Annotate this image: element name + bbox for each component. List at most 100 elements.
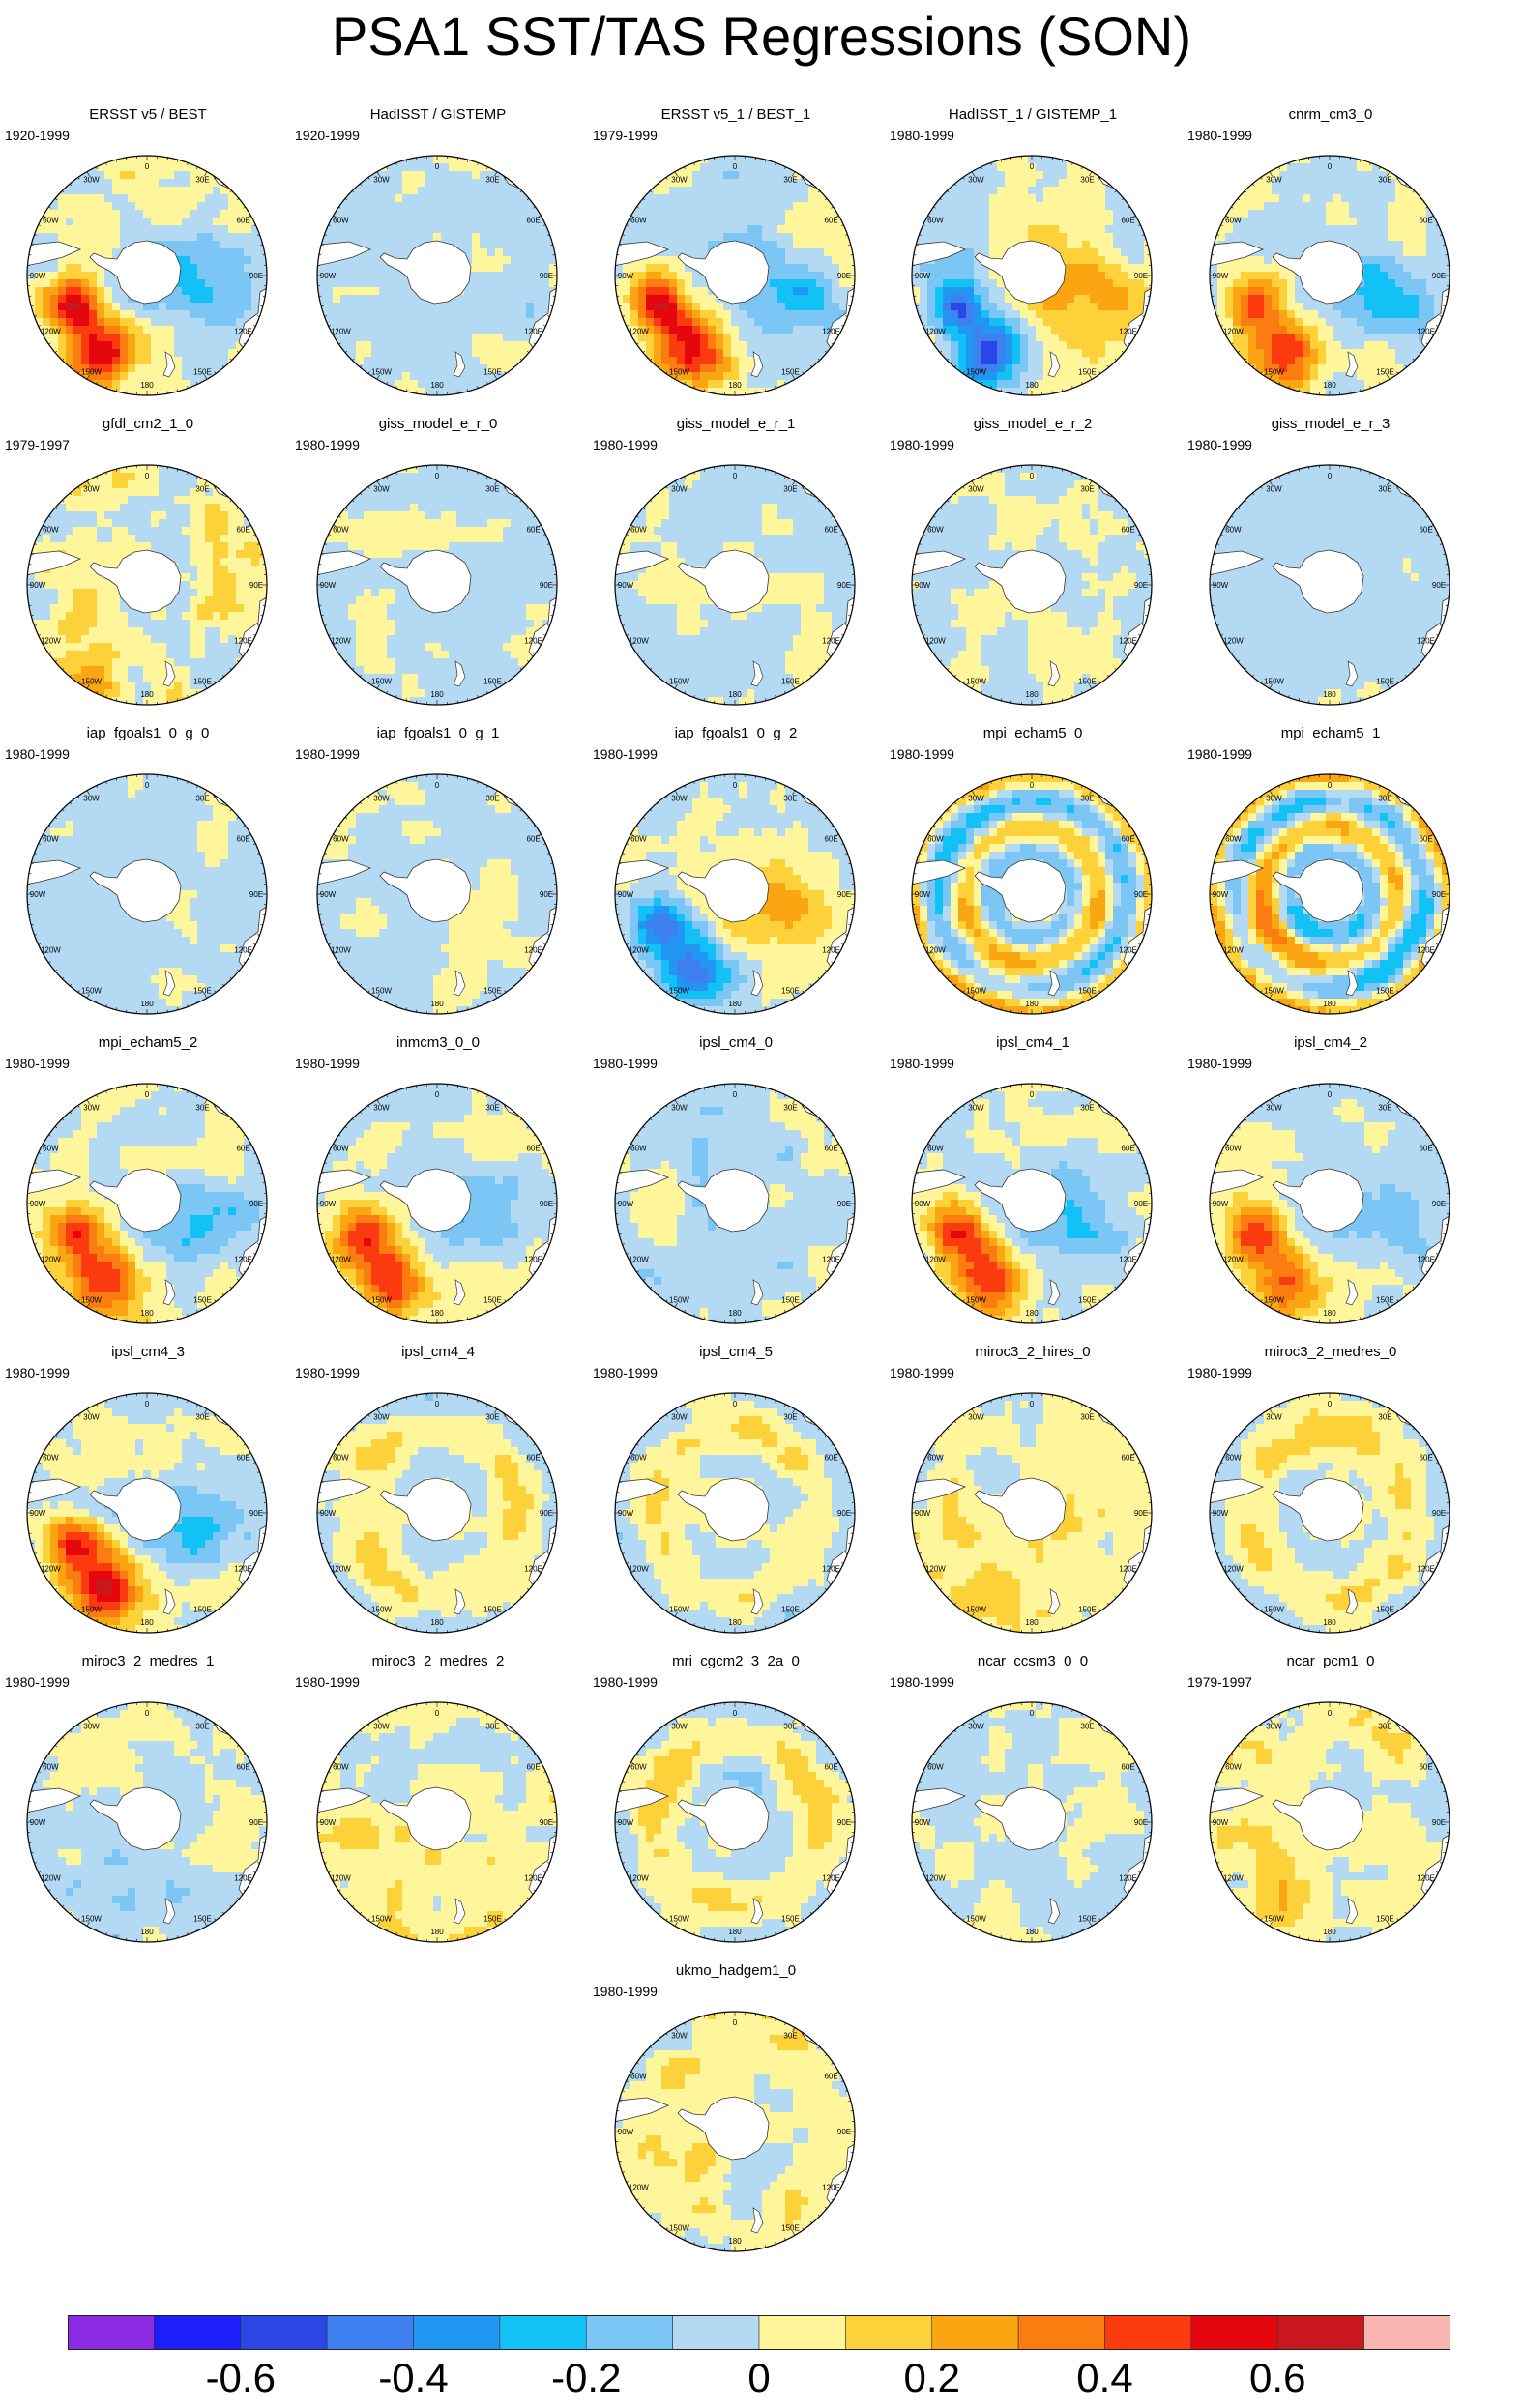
longitude-label: 150E xyxy=(1376,1296,1394,1305)
panel-period: 1980-1999 xyxy=(5,1056,70,1071)
south-america-landmass xyxy=(27,1169,82,1196)
longitude-label: 180 xyxy=(1323,381,1336,390)
new-zealand-landmass xyxy=(453,351,466,378)
longitude-label: 30W xyxy=(1266,794,1282,802)
antarctica-landmass xyxy=(89,1168,182,1233)
longitude-label: 30E xyxy=(485,1103,499,1112)
longitude-label: 60E xyxy=(236,1145,249,1153)
antarctica-landmass xyxy=(89,858,182,923)
map-panel: miroc3_2_medres_2 1980-1999 0 30E 60E 90E 120E… xyxy=(293,1653,583,1962)
colorbar-swatch xyxy=(672,2315,760,2350)
longitude-label: 90E xyxy=(837,1509,851,1518)
longitude-label: 150W xyxy=(371,987,392,996)
longitude-label: 150W xyxy=(371,678,392,686)
antarctica-landmass xyxy=(89,240,182,305)
longitude-label: 60W xyxy=(333,526,349,535)
longitude-label: 120E xyxy=(524,328,542,336)
regression-field xyxy=(317,1702,557,1942)
longitude-label: 30W xyxy=(1266,1412,1282,1421)
longitude-label: 60W xyxy=(630,217,647,225)
new-zealand-landmass xyxy=(162,351,176,378)
longitude-label: 90E xyxy=(1134,581,1148,590)
panel-period: 1980-1999 xyxy=(1187,128,1252,143)
antarctica-landmass xyxy=(1272,549,1364,614)
panel-title: ERSST v5_1 / BEST_1 xyxy=(591,106,881,124)
longitude-label: 150E xyxy=(781,368,800,377)
south-america-landmass xyxy=(912,859,967,886)
longitude-label: 180 xyxy=(140,1928,154,1936)
new-zealand-landmass xyxy=(162,1588,176,1615)
south-america-landmass xyxy=(912,241,967,268)
longitude-label: 180 xyxy=(430,690,444,699)
new-zealand-landmass xyxy=(750,351,764,378)
longitude-label: 30E xyxy=(1080,1103,1094,1112)
longitude-label: 180 xyxy=(1025,1618,1039,1627)
map-panel: ipsl_cm4_3 1980-1999 0 30E 60E 90E 120E 150E 180… xyxy=(3,1344,293,1653)
map-panel: miroc3_2_medres_0 1980-1999 0 30E 60E 90E 120E… xyxy=(1186,1344,1476,1653)
regression-field xyxy=(27,1084,267,1323)
longitude-label: 120W xyxy=(41,637,61,646)
panel-title: miroc3_2_medres_1 xyxy=(3,1653,293,1670)
longitude-label: 180 xyxy=(1323,1000,1336,1008)
antarctica-landmass xyxy=(677,858,770,923)
longitude-label: 90E xyxy=(837,1200,851,1208)
longitude-label: 150E xyxy=(193,987,212,996)
longitude-label: 90W xyxy=(320,1509,337,1518)
antarctica-landmass xyxy=(89,1786,182,1851)
longitude-label: 30E xyxy=(1378,1103,1391,1112)
longitude-label: 60W xyxy=(43,1763,59,1772)
new-zealand-landmass xyxy=(750,1279,764,1306)
longitude-label: 90W xyxy=(618,1509,634,1518)
longitude-label: 0 xyxy=(733,1400,738,1408)
longitude-label: 0 xyxy=(145,1400,150,1408)
colorbar-swatch xyxy=(326,2315,414,2350)
longitude-label: 180 xyxy=(728,2237,742,2246)
longitude-label: 120W xyxy=(331,1256,351,1264)
map-panel: mpi_echam5_2 1980-1999 0 30E 60E 90E 120E 150E 1… xyxy=(3,1034,293,1344)
longitude-label: 60E xyxy=(236,1763,249,1772)
longitude-label: 150E xyxy=(1078,678,1097,686)
longitude-label: 120W xyxy=(925,1874,946,1883)
longitude-label: 150W xyxy=(1264,1296,1284,1305)
panel-period: 1980-1999 xyxy=(593,746,658,762)
polar-stereographic-map: 0 30E 60E 90E 120E 150E 180 150W 120W 90W 60W 30W xyxy=(26,773,268,1015)
antarctica-landmass xyxy=(974,549,1067,614)
regression-field xyxy=(317,774,557,1014)
longitude-label: 150W xyxy=(966,987,986,996)
map-panel: ipsl_cm4_2 1980-1999 0 30E 60E 90E 120E 150E 180… xyxy=(1186,1034,1476,1344)
longitude-label: 30E xyxy=(783,1722,797,1730)
panel-period: 1980-1999 xyxy=(1187,746,1252,762)
map-panel: miroc3_2_hires_0 1980-1999 0 30E 60E 90E 120E 1… xyxy=(888,1344,1178,1653)
longitude-label: 120E xyxy=(822,2184,840,2192)
longitude-label: 60E xyxy=(1121,217,1134,225)
longitude-label: 150W xyxy=(1264,987,1284,996)
longitude-label: 180 xyxy=(1025,1928,1039,1936)
panel-title: HadISST / GISTEMP xyxy=(293,106,583,124)
longitude-label: 180 xyxy=(728,1000,742,1008)
longitude-label: 30W xyxy=(968,794,984,802)
longitude-label: 120W xyxy=(1223,328,1244,336)
longitude-label: 120E xyxy=(234,946,252,955)
colorbar-swatch xyxy=(1190,2315,1278,2350)
panel-period: 1980-1999 xyxy=(890,1365,954,1380)
south-america-landmass xyxy=(317,550,372,577)
longitude-label: 180 xyxy=(728,381,742,390)
longitude-label: 120E xyxy=(1119,1874,1137,1883)
longitude-label: 150W xyxy=(669,1296,689,1305)
longitude-label: 180 xyxy=(728,1928,742,1936)
map-panel: giss_model_e_r_1 1980-1999 0 30E 60E 90E 120E 1… xyxy=(591,416,881,725)
south-america-landmass xyxy=(27,1478,82,1505)
map-panels-container: ERSST v5 / BEST 1920-1999 0 30E 60E 90E 120E 15… xyxy=(3,106,1476,2252)
regression-field xyxy=(27,1393,267,1633)
regression-field xyxy=(912,1393,1152,1633)
polar-stereographic-map: 0 30E 60E 90E 120E 150E 180 150W 120W 90W 60W 30W xyxy=(614,155,856,396)
longitude-label: 60E xyxy=(1121,1145,1134,1153)
longitude-label: 150W xyxy=(966,1606,986,1614)
longitude-label: 120W xyxy=(629,1256,649,1264)
regression-field xyxy=(1210,1702,1450,1942)
panel-period: 1980-1999 xyxy=(1187,1056,1252,1071)
longitude-label: 120E xyxy=(822,637,840,646)
longitude-label: 0 xyxy=(1030,781,1035,790)
longitude-label: 60E xyxy=(526,1763,540,1772)
south-america-landmass xyxy=(317,1787,372,1814)
